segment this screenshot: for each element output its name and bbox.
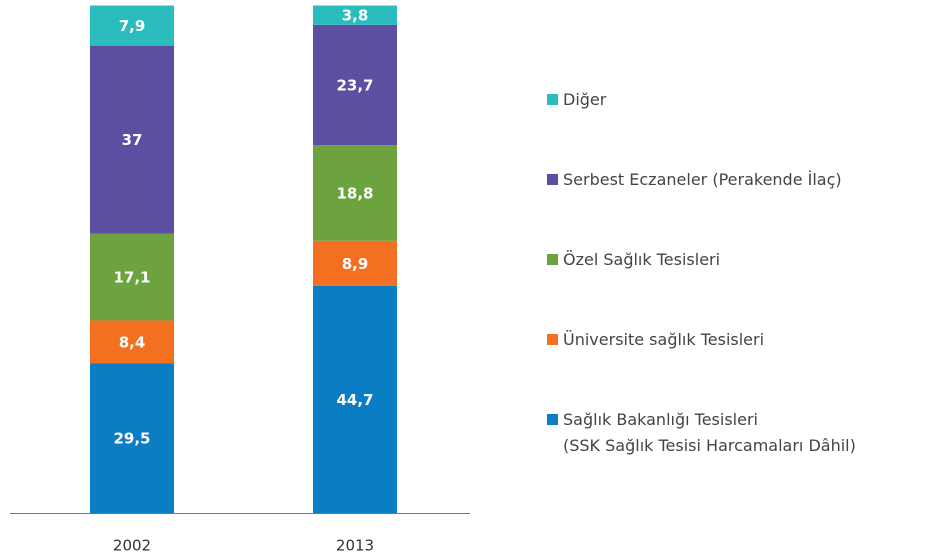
value-label: 8,4: [119, 333, 146, 351]
value-label: 37: [122, 131, 143, 149]
legend-label: Sağlık Bakanlığı Tesisleri (SSK Sağlık T…: [563, 410, 856, 455]
legend-label: Diğer: [563, 90, 607, 109]
bar-segment: [90, 45, 174, 234]
value-label: 23,7: [336, 77, 373, 95]
legend-swatch: [547, 94, 558, 105]
bar-segment: [90, 5, 174, 46]
legend-item: Serbest Eczaneler (Perakende İlaç): [547, 167, 842, 193]
value-label: 44,7: [336, 391, 373, 409]
value-label: 17,1: [113, 269, 150, 287]
legend-item: Üniversite sağlık Tesisleri: [547, 327, 764, 353]
legend-swatch: [547, 334, 558, 345]
legend-item: Sağlık Bakanlığı Tesisleri (SSK Sağlık T…: [547, 407, 856, 459]
x-tick-label: 2002: [113, 537, 151, 555]
bar-segment: [90, 320, 174, 364]
legend-label: Üniversite sağlık Tesisleri: [563, 330, 765, 349]
value-label: 8,9: [342, 255, 369, 273]
bar-segment: [313, 240, 397, 286]
value-label: 29,5: [113, 430, 150, 448]
legend-swatch: [547, 254, 558, 265]
value-label: 18,8: [336, 184, 373, 202]
bar-segment: [313, 145, 397, 241]
legend-item: Diğer: [547, 87, 606, 113]
value-label: 3,8: [342, 7, 369, 25]
bar-segment: [90, 363, 174, 513]
legend-swatch: [547, 174, 558, 185]
bar-segment: [313, 5, 397, 25]
bar-segment: [313, 285, 397, 513]
bar-segment: [313, 24, 397, 146]
x-tick-label: 2013: [336, 537, 374, 555]
legend-swatch: [547, 414, 558, 425]
legend-label: Serbest Eczaneler (Perakende İlaç): [563, 170, 842, 189]
bar-segment: [90, 233, 174, 321]
value-label: 7,9: [119, 17, 146, 35]
legend-label: Özel Sağlık Tesisleri: [563, 250, 721, 269]
legend-item: Özel Sağlık Tesisleri: [547, 247, 720, 273]
